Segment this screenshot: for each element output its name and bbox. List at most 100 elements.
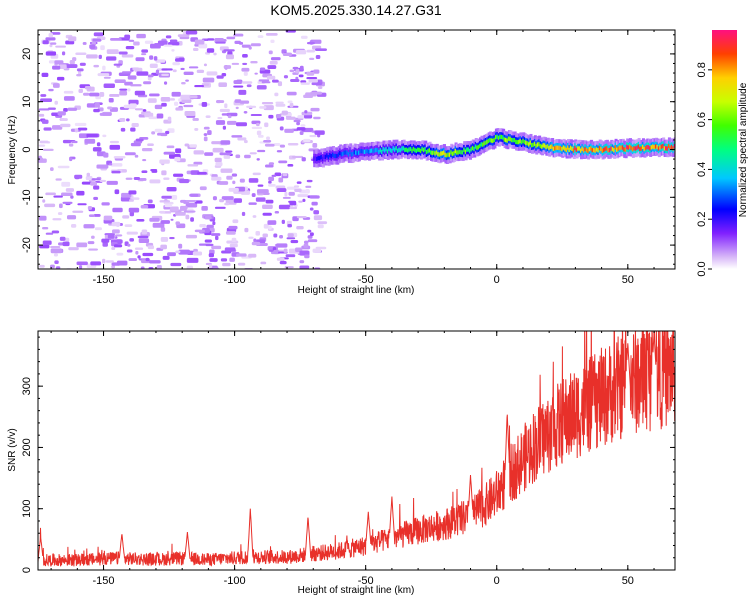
- spectrogram-noise-cell: [226, 36, 236, 40]
- spectrogram-noise-cell: [251, 126, 263, 129]
- spectrogram-noise-cell: [214, 206, 226, 209]
- spectrogram-noise-cell: [171, 91, 181, 97]
- spectrogram-noise-cell: [309, 195, 320, 199]
- spectrogram-noise-cell: [159, 159, 170, 164]
- spectrogram-noise-cell: [256, 122, 260, 127]
- spectrogram-noise-cell: [241, 211, 246, 217]
- spectrogram-noise-cell: [172, 69, 177, 73]
- spectrogram-noise-cell: [45, 192, 56, 196]
- spectrogram-noise-cell: [71, 140, 78, 144]
- colorbar: 0.0 0.2 0.4 0.6 0.8 Normalized spectral ampl…: [696, 30, 749, 277]
- spectrogram-noise-cell: [124, 224, 133, 227]
- spectrogram-noise-cell: [257, 35, 264, 39]
- spectrogram-noise-cell: [69, 157, 73, 162]
- spectrogram-noise-cell: [203, 63, 207, 67]
- spectrogram-noise-cell: [170, 218, 174, 221]
- spectrogram-noise-cell: [248, 46, 252, 50]
- spectrogram-noise-cell: [220, 258, 228, 262]
- spectrogram-noise-cell: [76, 190, 85, 196]
- spectrogram-noise-cell: [203, 136, 208, 142]
- spectrogram-noise-cell: [315, 54, 321, 59]
- spectrogram-noise-cell: [137, 255, 141, 259]
- spectrogram-noise-cell: [167, 116, 172, 122]
- spectrogram-noise-cell: [236, 253, 247, 257]
- spectrogram-noise-cell: [52, 65, 61, 70]
- spectrogram-noise-cell: [102, 134, 107, 138]
- spectrogram-noise-cell: [243, 140, 248, 144]
- spectrogram-noise-cell: [82, 42, 87, 45]
- colorbar-tick-label: 0.6: [696, 112, 708, 127]
- spectrogram-noise-cell: [113, 155, 126, 159]
- spectrogram-noise-cell: [39, 264, 45, 268]
- spectrogram-noise-cell: [289, 201, 297, 206]
- spectrogram-noise-cell: [128, 190, 137, 195]
- spectrogram-noise-cell: [304, 110, 308, 114]
- spectrogram-noise-cell: [263, 223, 269, 229]
- snr-x-tick-label: 0: [494, 575, 500, 587]
- spectrogram-noise-cell: [106, 56, 117, 61]
- spectrogram-noise-cell: [175, 221, 181, 226]
- spectrogram-noise-cell: [285, 116, 296, 120]
- spectrogram-noise-cell: [242, 62, 248, 65]
- spectrogram-noise-cell: [161, 102, 167, 107]
- spectrogram-noise-cell: [266, 136, 270, 141]
- spectrogram-noise-cell: [220, 140, 231, 145]
- spectrogram-noise-cell: [277, 81, 283, 87]
- spectrogram-noise-cell: [192, 118, 199, 121]
- spectrogram-noise-cell: [141, 170, 148, 174]
- spectrogram-noise-cell: [248, 202, 257, 205]
- spectrogram-noise-cell: [215, 162, 223, 167]
- spectrogram-noise-cell: [201, 101, 208, 107]
- spectrogram-noise-cell: [157, 132, 166, 136]
- spectrogram-noise-cell: [110, 38, 122, 41]
- spectrogram-noise-cell: [185, 79, 189, 82]
- spectrogram-noise-cell: [129, 103, 137, 108]
- spectrogram-noise-cell: [128, 207, 140, 213]
- spectrogram-noise-cell: [187, 164, 199, 167]
- spectrogram-noise-cell: [163, 44, 173, 47]
- spectrogram-noise-cell: [270, 39, 275, 43]
- spectrogram-noise-cell: [161, 195, 173, 199]
- spectrogram-noise-cell: [179, 36, 190, 40]
- spectrogram-noise-cell: [229, 257, 235, 262]
- spectrogram-noise-cell: [155, 59, 166, 63]
- spectrogram-x-tick-label: -50: [358, 274, 374, 286]
- spectrogram-noise-cell: [63, 96, 75, 101]
- spectrogram-noise-cell: [156, 264, 162, 269]
- snr-y-tick-label: 300: [21, 377, 33, 395]
- spectrogram-noise-cell: [315, 48, 327, 51]
- spectrogram-noise-cell: [107, 106, 113, 110]
- spectrogram-noise-cell: [135, 57, 145, 62]
- spectrogram-noise-cell: [295, 76, 299, 80]
- spectrogram-noise-cell: [166, 145, 175, 149]
- spectrogram-noise-cell: [157, 40, 168, 46]
- spectrogram-noise-cell: [235, 106, 239, 110]
- spectrogram-noise-cell: [142, 109, 147, 112]
- spectrogram-noise-cell: [194, 229, 206, 233]
- spectrogram-noise-cell: [89, 44, 96, 49]
- spectrogram-noise-cell: [169, 98, 175, 101]
- spectrogram-noise-cell: [180, 199, 187, 203]
- spectrogram-noise-cell: [72, 210, 84, 213]
- spectrogram-noise-cell: [62, 241, 70, 247]
- spectrogram-noise-cell: [266, 75, 276, 80]
- spectrogram-noise-cell: [306, 49, 316, 53]
- spectrogram-noise-cell: [135, 138, 144, 142]
- spectrogram-noise-cell: [299, 265, 310, 269]
- spectrogram-noise-cell: [98, 54, 102, 60]
- spectrogram-noise-cell: [57, 212, 63, 215]
- spectrogram-noise-cell: [202, 77, 215, 83]
- spectrogram-noise-cell: [119, 117, 126, 122]
- spectrogram-noise-cell: [214, 157, 222, 163]
- spectrogram-noise-cell: [256, 189, 269, 194]
- spectrogram-noise-cell: [133, 177, 141, 181]
- spectrogram-noise-cell: [128, 39, 135, 42]
- spectrogram-noise-cell: [114, 79, 126, 84]
- spectrogram-noise-cell: [268, 180, 272, 184]
- spectrogram-noise-cell: [246, 84, 252, 88]
- spectrogram-noise-cell: [256, 158, 260, 161]
- spectrogram-noise-cell: [185, 234, 198, 239]
- spectrogram-noise-cell: [149, 63, 158, 68]
- spectrogram-noise-cell: [231, 135, 243, 138]
- spectrogram-noise-cell: [84, 138, 96, 144]
